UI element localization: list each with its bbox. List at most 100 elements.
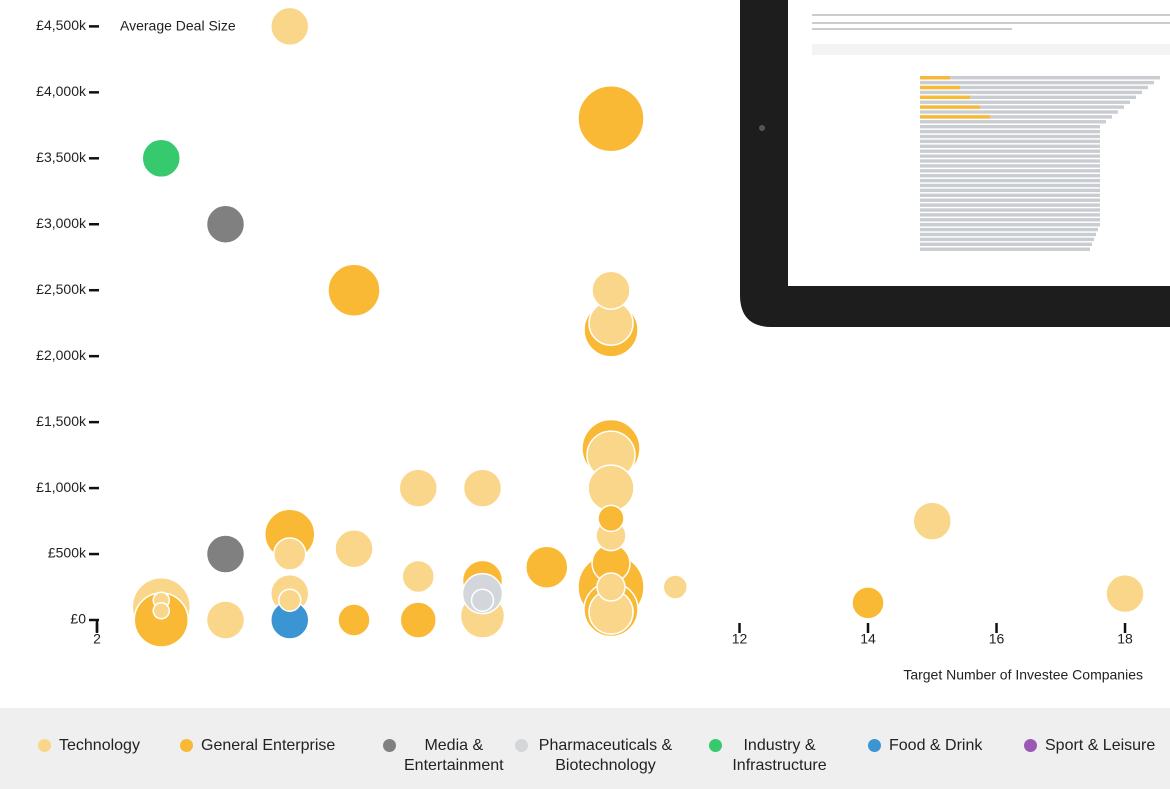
screen-bar xyxy=(920,150,1100,153)
screen-bar xyxy=(920,110,1118,113)
screen-bar xyxy=(920,243,1092,246)
x-tick-label: 2 xyxy=(93,631,101,647)
screen-bar xyxy=(920,140,1100,143)
y-tick-label: £500k xyxy=(48,545,87,561)
bubble xyxy=(271,7,309,45)
bubble xyxy=(578,86,644,152)
legend-item[interactable]: Food & Drink xyxy=(868,736,1008,756)
bubble xyxy=(207,535,245,573)
screen-bar xyxy=(920,76,1160,79)
chart: Average Deal Size Target Number of Inves… xyxy=(0,0,1170,708)
legend-item[interactable]: Industry & Infrastructure xyxy=(709,736,829,776)
bubble xyxy=(153,603,169,619)
y-axis-title: Average Deal Size xyxy=(120,18,236,34)
screen-bar xyxy=(920,223,1100,226)
legend-label: General Enterprise xyxy=(201,736,335,756)
screen-bar xyxy=(920,213,1100,216)
screen-bar xyxy=(920,203,1100,206)
y-tick-label: £2,000k xyxy=(36,347,87,363)
legend-item[interactable]: Technology xyxy=(38,736,158,756)
tablet-image xyxy=(740,0,1170,327)
bubble xyxy=(663,575,687,599)
screen-bar xyxy=(920,130,1100,133)
screen-bar xyxy=(920,208,1100,211)
bubble xyxy=(142,139,180,177)
bubble xyxy=(1106,575,1144,613)
screen-bar xyxy=(920,154,1100,157)
x-tick-label: 12 xyxy=(732,631,748,647)
screen-bar xyxy=(920,228,1098,231)
x-tick-label: 18 xyxy=(1117,631,1133,647)
legend-swatch xyxy=(868,739,881,752)
legend-item[interactable]: General Enterprise xyxy=(180,736,360,756)
legend-item[interactable]: Sport & Leisure xyxy=(1024,736,1164,756)
legend-item[interactable]: Pharmaceuticals & Biotechnology xyxy=(515,736,675,776)
legend-label: Media & Entertainment xyxy=(404,736,504,776)
y-tick-label: £1,500k xyxy=(36,413,87,429)
legend-label: Technology xyxy=(59,736,140,756)
screen-bar xyxy=(920,86,960,89)
screen-bar xyxy=(920,135,1100,138)
screen-bar xyxy=(920,91,1142,94)
screen-bar xyxy=(920,169,1100,172)
legend-swatch xyxy=(709,739,722,752)
bubble xyxy=(526,546,568,588)
bubble xyxy=(338,604,370,636)
legend-swatch xyxy=(180,739,193,752)
screen-bar xyxy=(920,184,1100,187)
screen-bar xyxy=(920,199,1100,202)
screen-bar xyxy=(920,238,1094,241)
screen-bar xyxy=(920,248,1090,251)
y-tick-label: £0 xyxy=(70,611,86,627)
screen-bar xyxy=(920,233,1096,236)
screen-bar xyxy=(920,145,1100,148)
legend-item[interactable]: Media & Entertainment xyxy=(383,736,503,776)
screen-bar xyxy=(920,96,970,99)
page: Average Deal Size Target Number of Inves… xyxy=(0,0,1170,789)
bubble xyxy=(913,502,951,540)
bubble xyxy=(400,602,436,638)
screen-bar xyxy=(920,174,1100,177)
legend: Technology General Enterprise Media & Ente… xyxy=(0,708,1170,789)
bubble xyxy=(592,271,630,309)
y-tick-label: £4,000k xyxy=(36,83,87,99)
screen-bar xyxy=(920,81,1154,84)
bubble xyxy=(207,205,245,243)
y-tick-label: £1,000k xyxy=(36,479,87,495)
legend-swatch xyxy=(1024,739,1037,752)
bubble xyxy=(852,587,884,619)
screen-bar xyxy=(920,101,1130,104)
screen-bar xyxy=(920,194,1100,197)
bubble xyxy=(472,589,494,611)
screen-bar xyxy=(920,105,980,108)
screen-bar xyxy=(920,76,950,79)
screen-bar xyxy=(920,125,1100,128)
bubble xyxy=(399,469,437,507)
bubble xyxy=(402,560,434,592)
bubble xyxy=(274,538,306,570)
bubble xyxy=(597,573,625,601)
screen-bar xyxy=(920,218,1100,221)
legend-swatch xyxy=(38,739,51,752)
bubble xyxy=(335,530,373,568)
screen-bar xyxy=(920,189,1100,192)
bubble xyxy=(279,589,301,611)
legend-swatch xyxy=(515,739,528,752)
bubble xyxy=(328,264,380,316)
bubble xyxy=(464,469,502,507)
y-tick-label: £2,500k xyxy=(36,281,87,297)
bubble xyxy=(588,465,634,511)
legend-label: Pharmaceuticals & Biotechnology xyxy=(536,736,675,776)
screen-bar xyxy=(920,115,990,118)
bubble xyxy=(207,601,245,639)
screen-bar xyxy=(920,159,1100,162)
bubble xyxy=(598,505,624,531)
legend-swatch xyxy=(383,739,396,752)
x-tick-label: 14 xyxy=(860,631,876,647)
y-tick-label: £4,500k xyxy=(36,17,87,33)
y-tick-label: £3,000k xyxy=(36,215,87,231)
screen-bar xyxy=(920,179,1100,182)
legend-label: Sport & Leisure xyxy=(1045,736,1155,756)
x-tick-label: 16 xyxy=(989,631,1005,647)
x-axis-title: Target Number of Investee Companies xyxy=(903,667,1143,683)
